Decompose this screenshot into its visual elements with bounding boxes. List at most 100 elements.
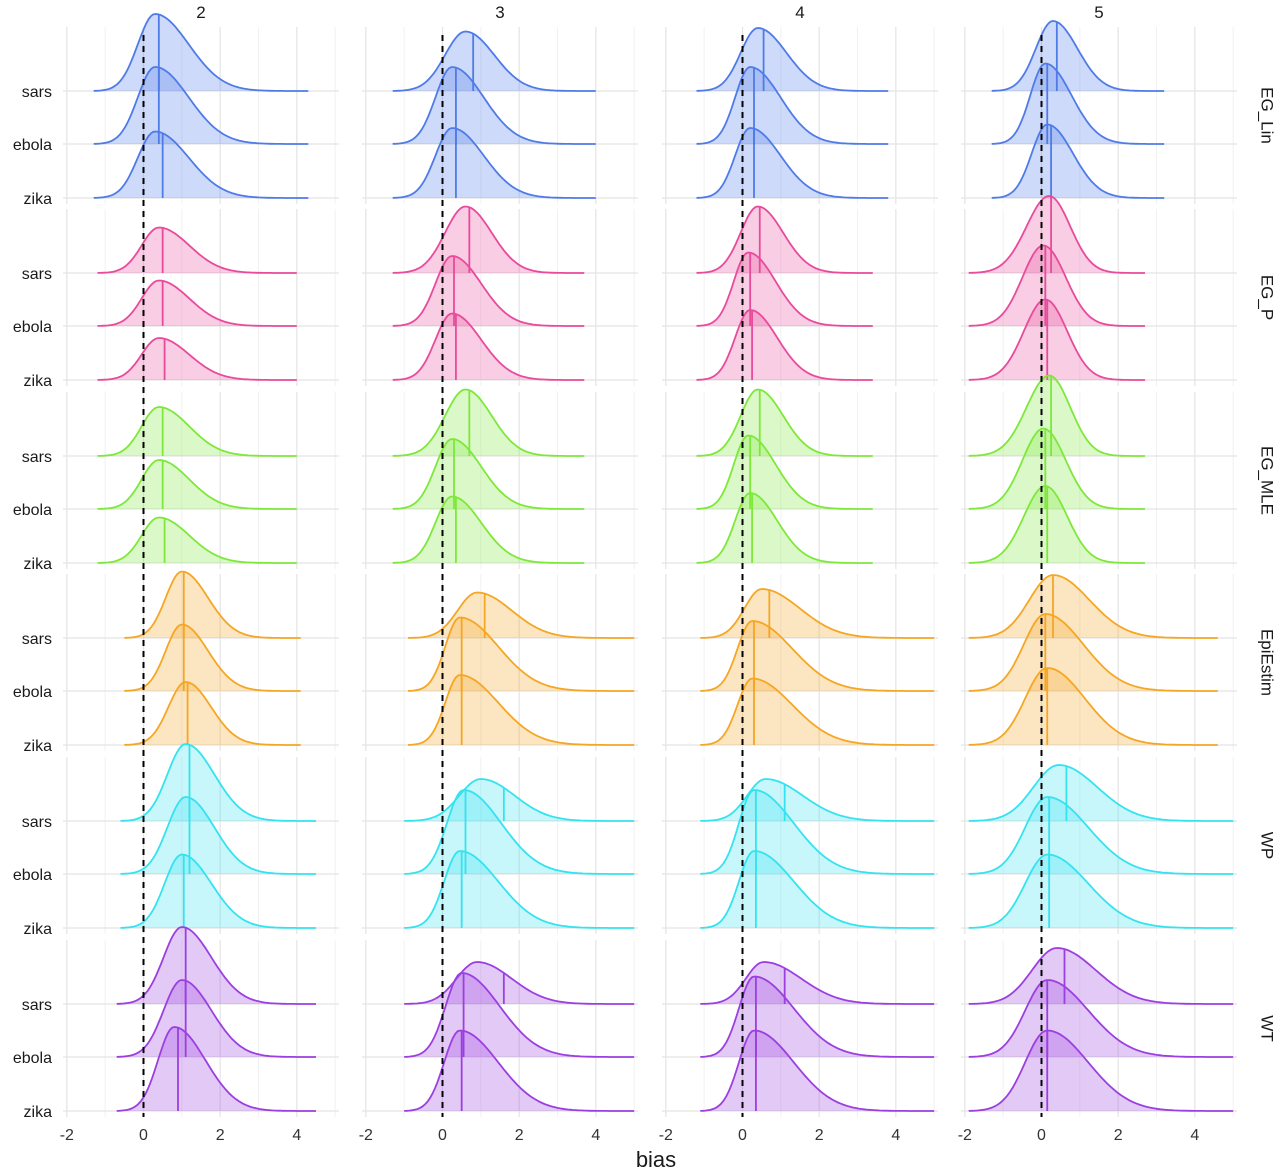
ridge-line-EpiEstim-3-ebola	[407, 616, 635, 692]
label-layer: 2 3 4 5 EG_Lin EG_P EG_MLE EpiEstim WP WT sars ebol…	[13, 3, 1277, 1171]
ridge-area-EpiEstim-3-zika	[408, 675, 635, 745]
category-label-ebola: ebola	[13, 684, 52, 701]
ridge-line-EpiEstim-4-ebola	[700, 620, 935, 692]
category-label-sars: sars	[22, 84, 52, 101]
ridge-line-EG_MLE-2-ebola	[97, 459, 297, 510]
ridge-area-EG_P-3-zika	[392, 313, 585, 380]
ridge-line-EG_MLE-3-zika	[392, 495, 585, 564]
category-label-zika: zika	[24, 921, 53, 938]
ridge-line-EG_P-4-ebola	[696, 251, 873, 327]
ridge-area-WP-5-zika	[968, 854, 1234, 928]
ridge-area-EG_MLE-4-zika	[696, 493, 873, 563]
ridge-area-EG_P-5-sars	[968, 196, 1145, 273]
ridge-line-WP-2-ebola	[120, 796, 316, 875]
ridge-line-WP-4-ebola	[700, 789, 935, 875]
x-tick-label: 2	[515, 1127, 524, 1144]
ridge-area-EpiEstim-4-sars	[700, 589, 935, 638]
ridge-line-EG_Lin-3-zika	[392, 127, 596, 199]
ridge-line-WP-2-zika	[120, 853, 316, 929]
ridge-area-EG_P-4-ebola	[696, 252, 873, 326]
ridge-line-EG_Lin-4-ebola	[696, 66, 889, 145]
x-tick-label: 2	[1114, 1127, 1123, 1144]
column-label: 5	[1094, 3, 1103, 22]
category-label-zika: zika	[24, 1104, 53, 1121]
ridge-area-WT-4-sars	[700, 962, 935, 1004]
category-label-zika: zika	[24, 556, 53, 573]
ridge-area-EG_MLE-2-ebola	[97, 460, 297, 509]
ridge-area-EpiEstim-4-ebola	[700, 621, 935, 691]
ridge-area-EG_P-2-sars	[97, 227, 297, 273]
ridge-area-WT-5-ebola	[968, 980, 1234, 1057]
ridge-line-EG_Lin-3-sars	[392, 30, 596, 92]
ridge-layer	[93, 13, 1234, 1112]
ridge-area-EpiEstim-3-sars	[408, 592, 635, 638]
category-label-sars: sars	[22, 631, 52, 648]
ridge-line-EG_MLE-3-ebola	[392, 438, 585, 510]
ridge-area-EG_P-3-ebola	[392, 256, 585, 326]
row-label-EpiEstim: EpiEstim	[1258, 629, 1277, 696]
ridge-line-EG_MLE-5-sars	[968, 374, 1145, 457]
ridge-line-EG_P-5-sars	[968, 195, 1145, 274]
ridge-line-EpiEstim-3-zika	[407, 674, 635, 746]
x-tick-label: 2	[815, 1127, 824, 1144]
ridge-line-EG_MLE-4-zika	[696, 492, 873, 564]
row-label-WP: WP	[1258, 832, 1277, 859]
ridge-area-WT-4-zika	[700, 1030, 935, 1111]
category-label-ebola: ebola	[13, 1050, 52, 1067]
category-label-zika: zika	[24, 373, 53, 390]
ridge-line-EG_MLE-3-sars	[392, 388, 585, 457]
ridge-line-EG_P-5-zika	[968, 298, 1145, 381]
ridge-line-EG_P-3-ebola	[392, 255, 585, 327]
ridge-line-WT-2-sars	[116, 926, 316, 1005]
ridge-area-EG_P-5-zika	[968, 299, 1145, 380]
ridge-area-EG_MLE-3-sars	[392, 389, 585, 456]
ridge-line-EpiEstim-3-sars	[408, 591, 635, 639]
ridge-area-EG_Lin-5-zika	[991, 124, 1165, 198]
ridge-area-EG_MLE-4-sars	[696, 389, 873, 456]
category-label-sars: sars	[22, 814, 52, 831]
ridge-area-EG_P-4-zika	[696, 310, 873, 380]
ridge-line-WT-3-zika	[404, 1029, 635, 1112]
ridge-line-WT-4-sars	[700, 961, 935, 1005]
ridge-area-WP-4-zika	[700, 851, 935, 928]
ridge-area-EG_MLE-3-ebola	[392, 439, 585, 509]
ridge-line-EG_Lin-2-zika	[93, 130, 309, 199]
ridge-line-WP-4-sars	[700, 778, 935, 822]
ridge-area-EG_P-2-ebola	[97, 280, 297, 326]
ridge-line-WP-5-zika	[968, 853, 1234, 929]
x-tick-label: 2	[216, 1127, 225, 1144]
row-label-EG_MLE: EG_MLE	[1258, 446, 1277, 515]
row-label-EG_Lin: EG_Lin	[1258, 87, 1277, 144]
category-label-sars: sars	[22, 266, 52, 283]
ridge-line-EG_P-5-ebola	[968, 244, 1145, 327]
ridge-line-WT-5-zika	[968, 1029, 1234, 1112]
ridge-line-EG_P-4-sars	[696, 205, 873, 274]
ridge-area-EG_Lin-2-ebola	[93, 67, 309, 144]
ridge-area-EG_MLE-2-sars	[97, 407, 297, 456]
column-label: 2	[196, 3, 205, 22]
ridge-line-EG_Lin-3-ebola	[392, 66, 596, 145]
row-label-WT: WT	[1258, 1015, 1277, 1041]
ridge-line-EpiEstim-2-ebola	[124, 623, 301, 692]
ridge-area-WT-2-zika	[116, 1027, 316, 1111]
ridge-line-WT-2-zika	[116, 1026, 316, 1112]
ridge-line-EG_Lin-2-ebola	[93, 66, 309, 145]
category-label-ebola: ebola	[13, 319, 52, 336]
ridge-area-EG_Lin-2-sars	[93, 14, 309, 91]
ridge-line-EG_P-2-zika	[97, 337, 297, 381]
x-tick-label: 0	[139, 1127, 148, 1144]
ridge-line-EG_Lin-4-zika	[696, 127, 889, 199]
ridge-line-EG_MLE-2-zika	[97, 516, 297, 564]
ridge-area-WT-4-ebola	[700, 976, 935, 1057]
ridge-area-EpiEstim-3-ebola	[408, 617, 635, 691]
ridge-area-EG_P-3-sars	[392, 206, 585, 273]
ridge-area-EG_Lin-5-sars	[991, 21, 1165, 91]
ridge-line-EG_Lin-5-zika	[991, 123, 1165, 199]
ridge-line-WT-5-ebola	[968, 979, 1234, 1058]
ridge-line-EpiEstim-2-sars	[124, 570, 301, 639]
x-tick-label: -2	[659, 1127, 673, 1144]
x-tick-label: -2	[958, 1127, 972, 1144]
ridge-area-EG_MLE-5-sars	[968, 375, 1145, 456]
ridge-area-WP-2-sars	[120, 744, 316, 821]
